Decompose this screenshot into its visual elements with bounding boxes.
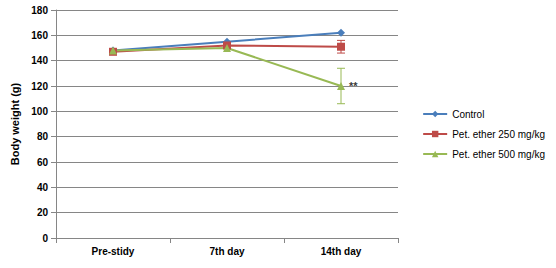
svg-text:Body weight (g): Body weight (g) (9, 82, 21, 165)
svg-text:100: 100 (31, 106, 48, 117)
svg-text:Pre-stidy: Pre-stidy (92, 246, 135, 257)
svg-text:14th day: 14th day (321, 246, 362, 257)
svg-text:Control: Control (452, 109, 484, 120)
svg-text:140: 140 (31, 55, 48, 66)
svg-text:160: 160 (31, 30, 48, 41)
svg-text:180: 180 (31, 5, 48, 16)
svg-text:0: 0 (42, 233, 48, 244)
svg-text:60: 60 (37, 157, 49, 168)
svg-text:Pet. ether 500 mg/kg: Pet. ether 500 mg/kg (452, 149, 545, 160)
svg-text:7th day: 7th day (209, 246, 244, 257)
svg-text:**: ** (349, 80, 358, 92)
svg-text:Pet. ether 250 mg/kg: Pet. ether 250 mg/kg (452, 129, 545, 140)
svg-text:40: 40 (37, 182, 49, 193)
svg-text:120: 120 (31, 81, 48, 92)
svg-text:80: 80 (37, 131, 49, 142)
svg-text:20: 20 (37, 207, 49, 218)
